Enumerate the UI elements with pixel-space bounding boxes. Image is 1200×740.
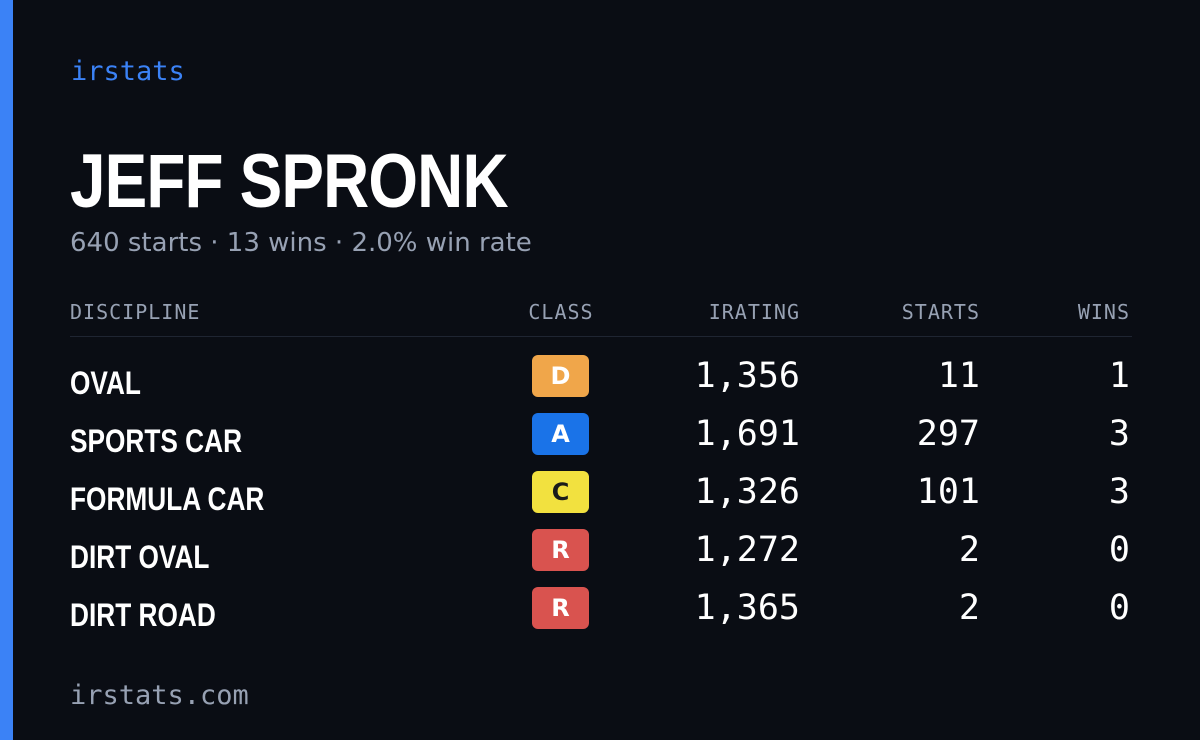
starts-value: 11 xyxy=(937,356,980,396)
driver-summary: 640 starts · 13 wins · 2.0% win rate xyxy=(70,228,532,258)
starts-value: 2 xyxy=(958,588,980,628)
discipline-name: SPORTS CAR xyxy=(70,423,243,459)
wins-value: 3 xyxy=(1108,414,1130,454)
class-badge: C xyxy=(532,471,589,513)
stats-table: DISCIPLINE CLASS IRATING STARTS WINS OVA… xyxy=(70,296,1132,643)
irating-value: 1,326 xyxy=(694,472,800,512)
wins-value: 3 xyxy=(1108,472,1130,512)
starts-value: 101 xyxy=(916,472,980,512)
discipline-name: FORMULA CAR xyxy=(70,481,265,517)
header-starts: STARTS xyxy=(901,300,980,324)
header-class: CLASS xyxy=(528,300,594,324)
irating-value: 1,691 xyxy=(694,414,800,454)
irating-value: 1,356 xyxy=(694,356,800,396)
driver-name: JEFF SPRONK xyxy=(70,139,509,224)
table-row: FORMULA CAR C 1,326 101 3 xyxy=(70,469,1132,527)
class-badge: D xyxy=(532,355,589,397)
footer-link[interactable]: irstats.com xyxy=(70,680,249,711)
starts-value: 2 xyxy=(958,530,980,570)
table-row: DIRT OVAL R 1,272 2 0 xyxy=(70,527,1132,585)
table-row: DIRT ROAD R 1,365 2 0 xyxy=(70,585,1132,643)
table-header: DISCIPLINE CLASS IRATING STARTS WINS xyxy=(70,296,1132,337)
brand-logo: irstats xyxy=(71,56,185,87)
wins-value: 1 xyxy=(1108,356,1130,396)
accent-bar xyxy=(0,0,13,740)
starts-value: 297 xyxy=(916,414,980,454)
discipline-name: OVAL xyxy=(70,365,141,401)
class-badge: A xyxy=(532,413,589,455)
table-row: OVAL D 1,356 11 1 xyxy=(70,353,1132,411)
table-row: SPORTS CAR A 1,691 297 3 xyxy=(70,411,1132,469)
header-irating: IRATING xyxy=(708,300,800,324)
class-badge: R xyxy=(532,587,589,629)
discipline-name: DIRT OVAL xyxy=(70,539,210,575)
class-badge: R xyxy=(532,529,589,571)
irating-value: 1,365 xyxy=(694,588,800,628)
header-discipline: DISCIPLINE xyxy=(70,300,201,324)
wins-value: 0 xyxy=(1108,530,1130,570)
discipline-name: DIRT ROAD xyxy=(70,597,216,633)
irating-value: 1,272 xyxy=(694,530,800,570)
wins-value: 0 xyxy=(1108,588,1130,628)
header-wins: WINS xyxy=(1077,300,1130,324)
table-body: OVAL D 1,356 11 1 SPORTS CAR A 1,691 297… xyxy=(70,353,1132,643)
